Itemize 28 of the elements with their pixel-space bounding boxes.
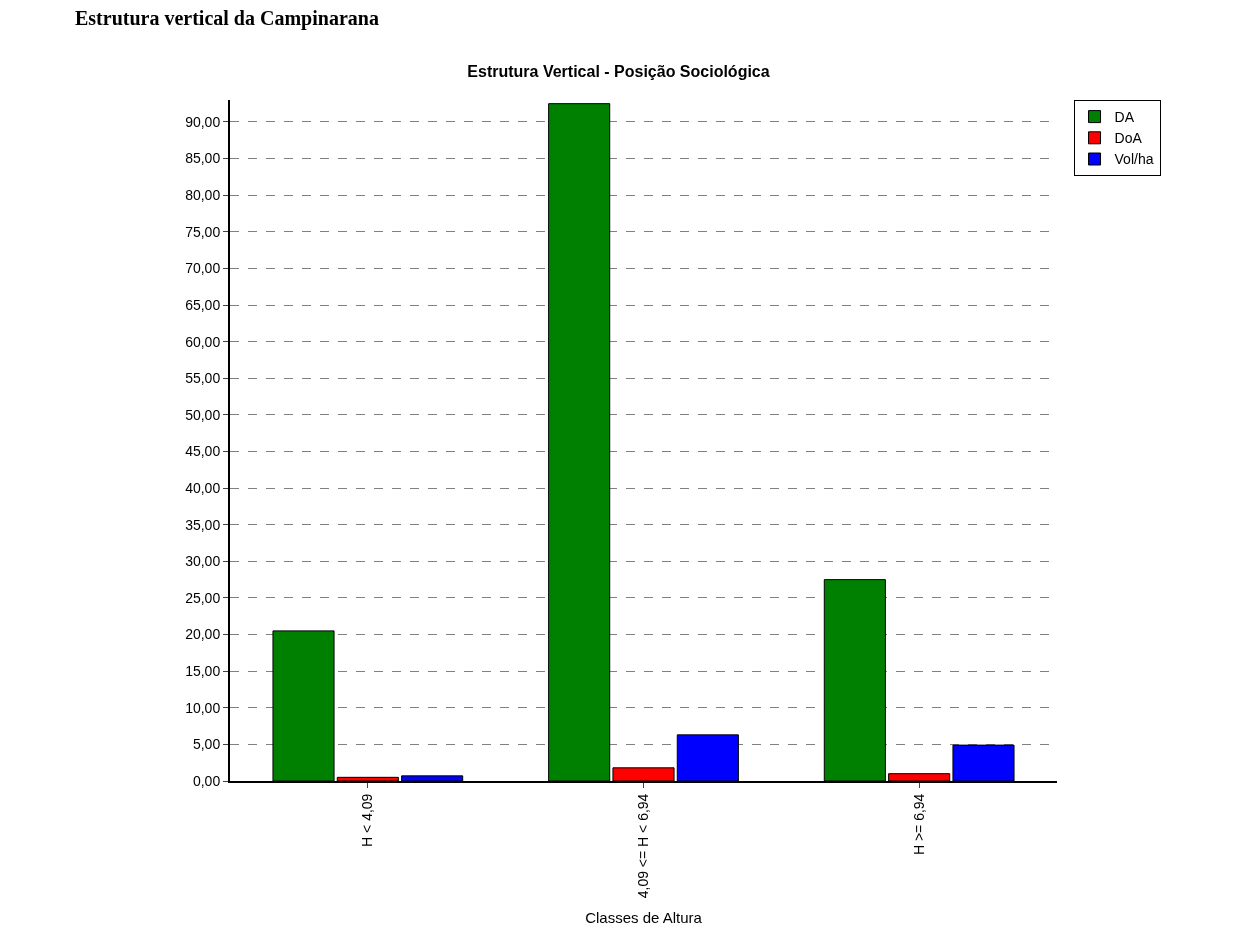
legend-label: DA — [1114, 109, 1135, 126]
y-tick-label: 5,00 — [192, 736, 221, 753]
y-tick-label: 55,00 — [185, 370, 221, 387]
y-tick-label: 20,00 — [185, 626, 221, 643]
y-tick-label: 45,00 — [185, 443, 221, 460]
y-tick-label: 35,00 — [185, 516, 221, 533]
text: Estrutura vertical da Campinarana — [75, 7, 379, 30]
y-tick-label: 15,00 — [185, 663, 221, 680]
y-tick-label: 30,00 — [185, 553, 221, 570]
y-tick-label: 70,00 — [185, 260, 221, 277]
legend-label: DoA — [1114, 130, 1143, 147]
y-tick-label: 50,00 — [185, 406, 221, 423]
y-tick-label: 40,00 — [185, 480, 221, 496]
y-tick-label: 75,00 — [185, 223, 221, 240]
y-tick-label: 60,00 — [185, 333, 221, 350]
chart-title: Estrutura Vertical - Posição Sociológica — [467, 62, 770, 80]
x-axis-title: Classes de Altura — [585, 908, 703, 926]
y-tick-label: 0,00 — [192, 772, 221, 789]
y-tick-label: 10,00 — [185, 699, 221, 716]
x-tick-label: H >= 6,94 — [910, 793, 927, 856]
x-tick-label: 4,09 <= H < 6,94 — [635, 793, 652, 899]
y-tick-label: 80,00 — [185, 187, 221, 204]
y-tick-label: 25,00 — [185, 589, 221, 606]
y-tick-label: 65,00 — [185, 296, 221, 313]
legend-label: Vol/ha — [1114, 151, 1154, 168]
x-tick-label: H < 4,09 — [359, 793, 376, 847]
y-tick-label: 90,00 — [185, 113, 221, 130]
y-tick-label: 85,00 — [185, 150, 221, 167]
